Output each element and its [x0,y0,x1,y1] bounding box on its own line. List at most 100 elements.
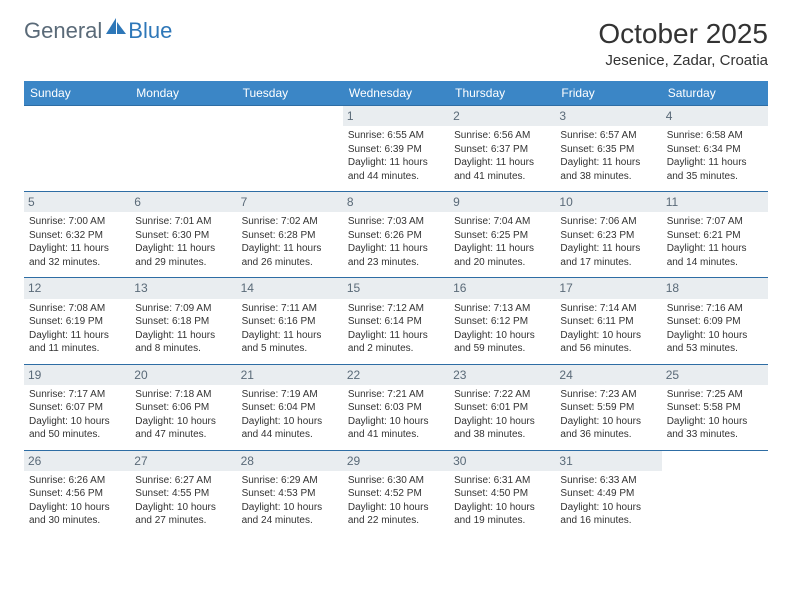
sunset-line: Sunset: 6:09 PM [667,315,763,329]
calendar-cell [24,106,130,192]
daylight-line: Daylight: 11 hours and 41 minutes. [454,156,550,183]
sunrise-line: Sunrise: 7:08 AM [29,302,125,316]
sunrise-line: Sunrise: 6:55 AM [348,129,444,143]
sunset-line: Sunset: 4:50 PM [454,487,550,501]
calendar-table: SundayMondayTuesdayWednesdayThursdayFrid… [24,81,768,536]
calendar-cell: 31Sunrise: 6:33 AMSunset: 4:49 PMDayligh… [555,450,661,536]
calendar-cell: 20Sunrise: 7:18 AMSunset: 6:06 PMDayligh… [130,364,236,450]
sunset-line: Sunset: 6:01 PM [454,401,550,415]
sunrise-line: Sunrise: 6:30 AM [348,474,444,488]
location: Jesenice, Zadar, Croatia [598,52,768,69]
day-number: 7 [237,192,343,212]
header: General Blue October 2025 Jesenice, Zada… [24,18,768,69]
calendar-cell: 28Sunrise: 6:29 AMSunset: 4:53 PMDayligh… [237,450,343,536]
day-number: 25 [662,365,768,385]
daylight-line: Daylight: 10 hours and 41 minutes. [348,415,444,442]
sunset-line: Sunset: 6:12 PM [454,315,550,329]
daylight-line: Daylight: 10 hours and 38 minutes. [454,415,550,442]
day-number: 1 [343,106,449,126]
day-number: 17 [555,278,661,298]
sunset-line: Sunset: 5:58 PM [667,401,763,415]
calendar-row: 26Sunrise: 6:26 AMSunset: 4:56 PMDayligh… [24,450,768,536]
sunset-line: Sunset: 6:32 PM [29,229,125,243]
title-block: October 2025 Jesenice, Zadar, Croatia [598,18,768,69]
sunset-line: Sunset: 4:52 PM [348,487,444,501]
day-number: 2 [449,106,555,126]
sunrise-line: Sunrise: 6:56 AM [454,129,550,143]
sunset-line: Sunset: 6:21 PM [667,229,763,243]
calendar-cell: 5Sunrise: 7:00 AMSunset: 6:32 PMDaylight… [24,192,130,278]
sunrise-line: Sunrise: 7:03 AM [348,215,444,229]
calendar-body: 1Sunrise: 6:55 AMSunset: 6:39 PMDaylight… [24,106,768,536]
sunset-line: Sunset: 6:28 PM [242,229,338,243]
calendar-cell: 22Sunrise: 7:21 AMSunset: 6:03 PMDayligh… [343,364,449,450]
daylight-line: Daylight: 11 hours and 23 minutes. [348,242,444,269]
daylight-line: Daylight: 11 hours and 8 minutes. [135,329,231,356]
daylight-line: Daylight: 10 hours and 24 minutes. [242,501,338,528]
daylight-line: Daylight: 10 hours and 30 minutes. [29,501,125,528]
sunset-line: Sunset: 5:59 PM [560,401,656,415]
sunrise-line: Sunrise: 6:26 AM [29,474,125,488]
day-number: 31 [555,451,661,471]
sunrise-line: Sunrise: 6:33 AM [560,474,656,488]
daylight-line: Daylight: 10 hours and 19 minutes. [454,501,550,528]
day-number: 14 [237,278,343,298]
calendar-cell [237,106,343,192]
sunrise-line: Sunrise: 7:16 AM [667,302,763,316]
sunrise-line: Sunrise: 7:23 AM [560,388,656,402]
day-number: 27 [130,451,236,471]
calendar-cell: 29Sunrise: 6:30 AMSunset: 4:52 PMDayligh… [343,450,449,536]
sunrise-line: Sunrise: 7:04 AM [454,215,550,229]
daylight-line: Daylight: 10 hours and 33 minutes. [667,415,763,442]
day-of-week-header: Thursday [449,81,555,106]
calendar-row: 1Sunrise: 6:55 AMSunset: 6:39 PMDaylight… [24,106,768,192]
daylight-line: Daylight: 11 hours and 2 minutes. [348,329,444,356]
sunset-line: Sunset: 4:53 PM [242,487,338,501]
day-number: 8 [343,192,449,212]
daylight-line: Daylight: 11 hours and 32 minutes. [29,242,125,269]
calendar-cell: 16Sunrise: 7:13 AMSunset: 6:12 PMDayligh… [449,278,555,364]
calendar-cell: 11Sunrise: 7:07 AMSunset: 6:21 PMDayligh… [662,192,768,278]
calendar-cell: 30 Sunrise: 6:31 AMSunset: 4:50 PMDayligh… [449,450,555,536]
calendar-row: 12Sunrise: 7:08 AMSunset: 6:19 PMDayligh… [24,278,768,364]
sunset-line: Sunset: 6:04 PM [242,401,338,415]
calendar-cell: 25 Sunrise: 7:25 AMSunset: 5:58 PMDayligh… [662,364,768,450]
day-of-week-header: Saturday [662,81,768,106]
calendar-cell [130,106,236,192]
calendar-cell: 15Sunrise: 7:12 AMSunset: 6:14 PMDayligh… [343,278,449,364]
sunrise-line: Sunrise: 7:21 AM [348,388,444,402]
sunrise-line: Sunrise: 7:11 AM [242,302,338,316]
calendar-cell: 13Sunrise: 7:09 AMSunset: 6:18 PMDayligh… [130,278,236,364]
calendar-cell: 14Sunrise: 7:11 AMSunset: 6:16 PMDayligh… [237,278,343,364]
day-number: 22 [343,365,449,385]
calendar-cell: 17Sunrise: 7:14 AMSunset: 6:11 PMDayligh… [555,278,661,364]
sunrise-line: Sunrise: 6:58 AM [667,129,763,143]
calendar-cell: 1Sunrise: 6:55 AMSunset: 6:39 PMDaylight… [343,106,449,192]
sunrise-line: Sunrise: 7:18 AM [135,388,231,402]
calendar-cell: 18Sunrise: 7:16 AMSunset: 6:09 PMDayligh… [662,278,768,364]
calendar-cell: 4Sunrise: 6:58 AMSunset: 6:34 PMDaylight… [662,106,768,192]
sunrise-line: Sunrise: 7:19 AM [242,388,338,402]
day-number: 11 [662,192,768,212]
day-number: 13 [130,278,236,298]
sunrise-line: Sunrise: 7:25 AM [667,388,763,402]
daylight-line: Daylight: 11 hours and 29 minutes. [135,242,231,269]
sunrise-line: Sunrise: 6:31 AM [454,474,550,488]
calendar-cell: 8Sunrise: 7:03 AMSunset: 6:26 PMDaylight… [343,192,449,278]
day-of-week-header: Friday [555,81,661,106]
day-number: 3 [555,106,661,126]
day-number: 24 [555,365,661,385]
day-of-week-row: SundayMondayTuesdayWednesdayThursdayFrid… [24,81,768,106]
calendar-cell: 2Sunrise: 6:56 AMSunset: 6:37 PMDaylight… [449,106,555,192]
daylight-line: Daylight: 11 hours and 20 minutes. [454,242,550,269]
sunset-line: Sunset: 6:34 PM [667,143,763,157]
day-number: 30 [449,451,555,471]
sunset-line: Sunset: 6:07 PM [29,401,125,415]
day-number: 5 [24,192,130,212]
calendar-cell: 7Sunrise: 7:02 AMSunset: 6:28 PMDaylight… [237,192,343,278]
daylight-line: Daylight: 10 hours and 56 minutes. [560,329,656,356]
calendar-cell: 24Sunrise: 7:23 AMSunset: 5:59 PMDayligh… [555,364,661,450]
day-number: 18 [662,278,768,298]
day-number: 12 [24,278,130,298]
sunrise-line: Sunrise: 7:02 AM [242,215,338,229]
